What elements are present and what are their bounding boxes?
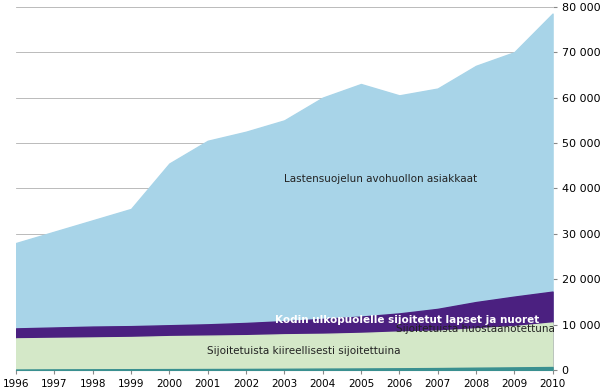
Text: Kodin ulkopuolelle sijoitetut lapset ja nuoret: Kodin ulkopuolelle sijoitetut lapset ja … bbox=[275, 315, 539, 325]
Text: Lastensuojelun avohuollon asiakkaat: Lastensuojelun avohuollon asiakkaat bbox=[283, 174, 477, 184]
Text: Sijoitetuista kiireellisesti sijoitettuina: Sijoitetuista kiireellisesti sijoitettui… bbox=[207, 346, 400, 356]
Text: Sijoitetuista huostaanotettuna: Sijoitetuista huostaanotettuna bbox=[397, 324, 555, 334]
